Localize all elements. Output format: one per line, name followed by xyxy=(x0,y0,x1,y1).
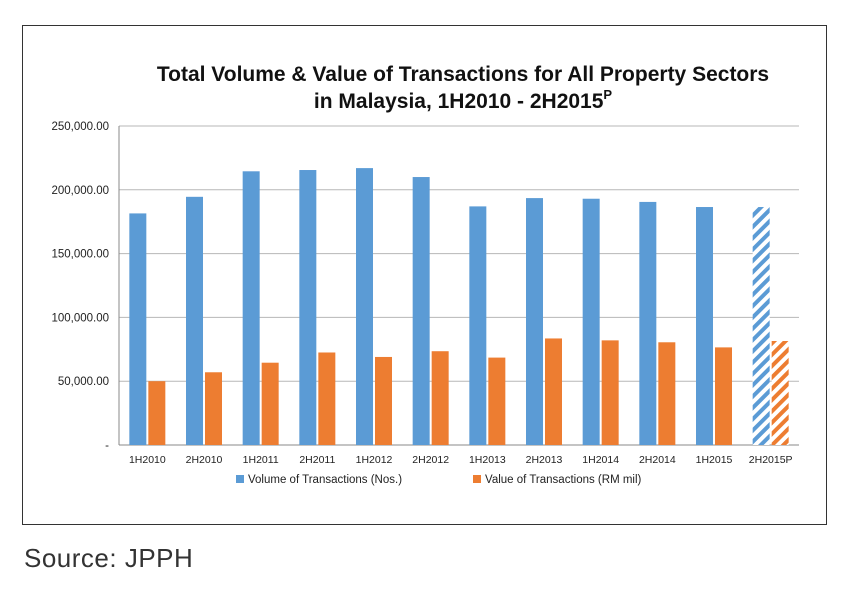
y-tick-label: 50,000.00 xyxy=(58,376,109,388)
legend-value-label: Value of Transactions (RM mil) xyxy=(485,474,642,486)
y-tick-label: - xyxy=(105,440,109,452)
gridlines xyxy=(118,125,799,446)
legend-value-swatch xyxy=(473,475,481,483)
x-tick-label: 1H2015 xyxy=(696,454,733,466)
x-tick-label: 2H2015P xyxy=(749,454,793,466)
value-bar-2h2012 xyxy=(431,351,449,445)
value-bar-1h2014 xyxy=(601,340,619,445)
value-bar-2h2014 xyxy=(658,342,676,445)
value-bar-2h2013 xyxy=(545,338,562,445)
x-tick-label: 2H2010 xyxy=(186,454,223,466)
volume-bar-1h2014 xyxy=(582,198,600,445)
volume-bar-1h2011 xyxy=(242,171,260,445)
x-tick-label: 1H2011 xyxy=(243,454,279,466)
x-tick-label: 1H2013 xyxy=(469,454,506,466)
volume-bar-2h2014 xyxy=(639,201,657,445)
volume-bar-2h2012 xyxy=(412,177,430,446)
source-caption: Source: JPPH xyxy=(24,543,194,573)
value-bar-1h2011 xyxy=(261,362,279,445)
chart-title-superscript: P xyxy=(603,87,612,102)
x-tick-label: 1H2014 xyxy=(582,454,619,466)
value-bar-1h2013 xyxy=(488,357,506,445)
y-axis-ticks: - 50,000.00 100,000.00 150,000.00 200,000.00… xyxy=(51,121,109,452)
volume-bar-1h2010 xyxy=(129,213,147,445)
value-bar-1h2015 xyxy=(715,347,732,445)
volume-bar-1h2012 xyxy=(356,168,373,445)
volume-bar-2h2015p xyxy=(752,207,770,445)
x-tick-label: 2H2012 xyxy=(412,454,449,466)
y-tick-label: 250,000.00 xyxy=(51,121,109,133)
chart-frame: Total Volume & Value of Transactions for… xyxy=(22,25,827,525)
y-tick-label: 200,000.00 xyxy=(51,185,109,197)
value-bar-1h2010 xyxy=(148,381,166,445)
value-bar-2h2015p xyxy=(771,341,789,445)
x-axis-ticks: 1H2010 2H2010 1H2011 2H2011 1H2012 2H2012 1H20… xyxy=(129,454,793,466)
volume-bar-2h2013 xyxy=(526,198,543,445)
x-tick-label: 2H2011 xyxy=(299,454,335,466)
chart-title-line2: in Malaysia, 1H2010 - 2H2015P xyxy=(314,87,613,113)
x-tick-label: 1H2012 xyxy=(356,454,393,466)
legend-volume-swatch xyxy=(236,475,244,483)
x-tick-label: 2H2014 xyxy=(639,454,676,466)
y-tick-label: 100,000.00 xyxy=(51,312,109,324)
x-tick-label: 2H2013 xyxy=(526,454,563,466)
bars xyxy=(129,168,789,446)
legend-volume-label: Volume of Transactions (Nos.) xyxy=(248,474,402,486)
volume-bar-1h2013 xyxy=(469,206,487,445)
y-tick-label: 150,000.00 xyxy=(51,249,109,261)
legend: Volume of Transactions (Nos.) Value of Tr… xyxy=(236,474,642,486)
volume-bar-1h2015 xyxy=(696,207,713,445)
volume-bar-2h2011 xyxy=(299,170,317,445)
chart: Total Volume & Value of Transactions for… xyxy=(51,63,799,486)
chart-title: Total Volume & Value of Transactions for… xyxy=(157,63,769,86)
chart-title-line2-text: in Malaysia, 1H2010 - 2H2015 xyxy=(314,90,604,113)
value-bar-1h2012 xyxy=(375,356,392,445)
value-bar-2h2011 xyxy=(318,352,336,445)
x-tick-label: 1H2010 xyxy=(129,454,166,466)
volume-bar-2h2010 xyxy=(186,196,203,445)
value-bar-2h2010 xyxy=(205,372,222,445)
